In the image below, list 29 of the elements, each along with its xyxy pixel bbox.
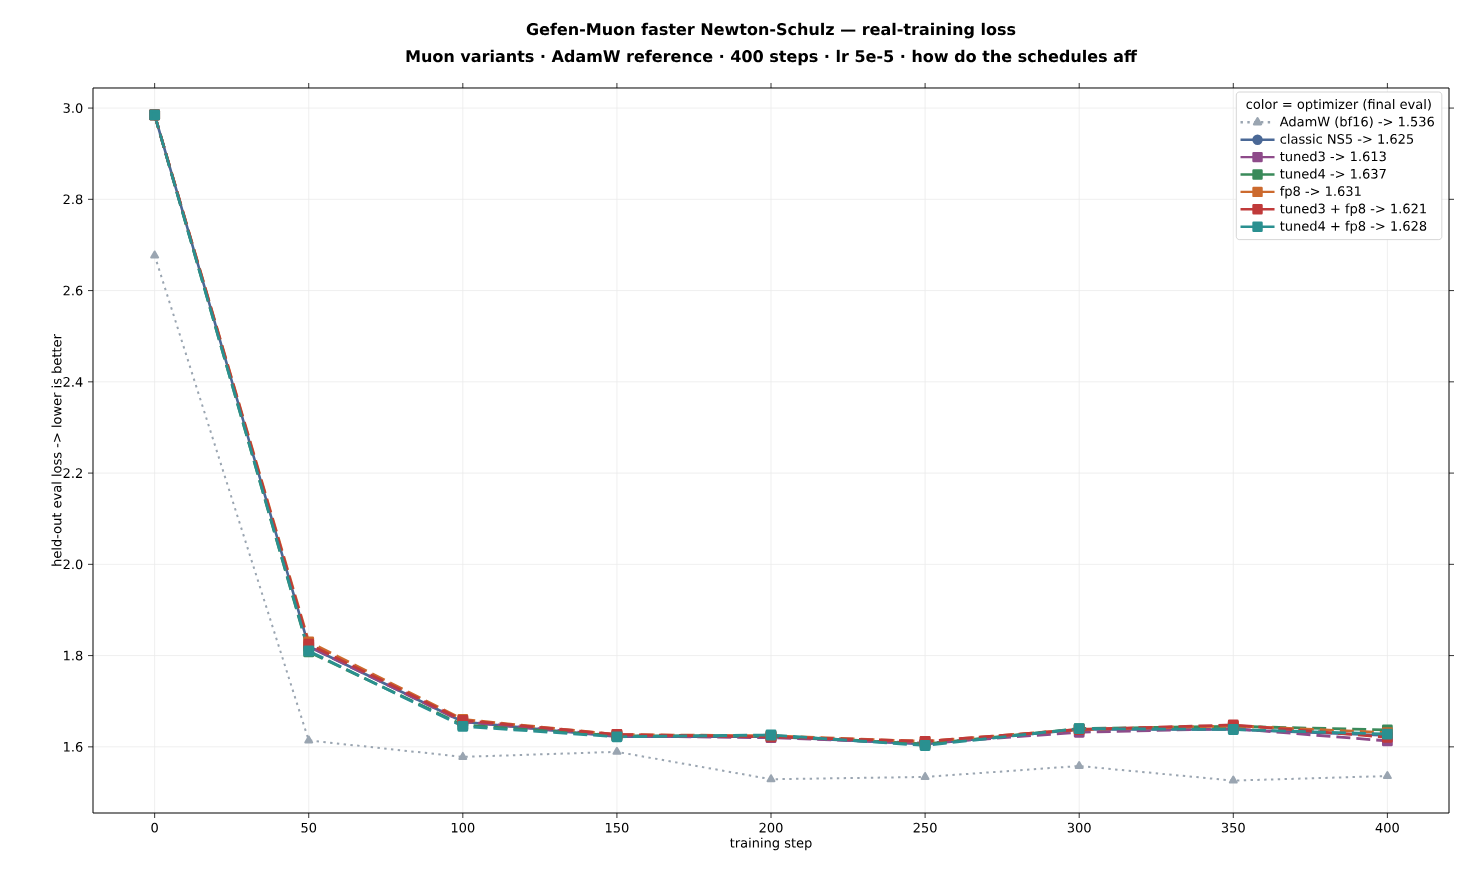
x-axis-title: training step xyxy=(730,837,812,851)
y-tick-label: 2.8 xyxy=(63,194,83,205)
y-tick-label: 2.2 xyxy=(63,468,82,478)
x-tick-label: 50 xyxy=(301,822,317,833)
x-tick-label: 200 xyxy=(759,822,783,833)
legend-label: tuned4 + fp8 -> 1.628 xyxy=(1280,220,1427,234)
x-tick-label: 0 xyxy=(151,822,158,833)
legend-label: AdamW (bf16) -> 1.536 xyxy=(1279,116,1434,128)
x-tick-label: 100 xyxy=(451,822,475,833)
y-tick-label: 1.6 xyxy=(64,741,83,752)
y-tick-label: 2.4 xyxy=(63,377,83,387)
legend-label: tuned4 -> 1.637 xyxy=(1280,168,1386,179)
y-axis-title: held-out eval loss -> lower is better xyxy=(51,334,62,566)
chart-title: Gefen-Muon faster Newton-Schulz — real-training loss xyxy=(526,22,1016,39)
legend-label: tuned3 + fp8 -> 1.621 xyxy=(1280,203,1426,216)
y-tick-label: 2.6 xyxy=(63,285,83,296)
legend-title: color = optimizer (final eval) xyxy=(1246,99,1431,112)
legend-label: tuned3 -> 1.613 xyxy=(1280,151,1386,162)
x-tick-label: 250 xyxy=(913,822,937,833)
chart-subtitle: Muon variants · AdamW reference · 400 steps · lr 5e-5 · how do the schedules aff xyxy=(406,49,1138,66)
x-tick-label: 400 xyxy=(1375,822,1399,833)
y-tick-label: 2.0 xyxy=(63,559,83,570)
legend-label: classic NS5 -> 1.625 xyxy=(1280,133,1414,144)
y-tick-label: 3.0 xyxy=(63,103,83,113)
x-tick-label: 150 xyxy=(605,822,629,833)
y-tick-label: 1.8 xyxy=(64,650,83,661)
legend-label: fp8 -> 1.631 xyxy=(1280,185,1361,199)
x-tick-label: 350 xyxy=(1221,822,1245,833)
x-tick-label: 300 xyxy=(1067,822,1091,833)
